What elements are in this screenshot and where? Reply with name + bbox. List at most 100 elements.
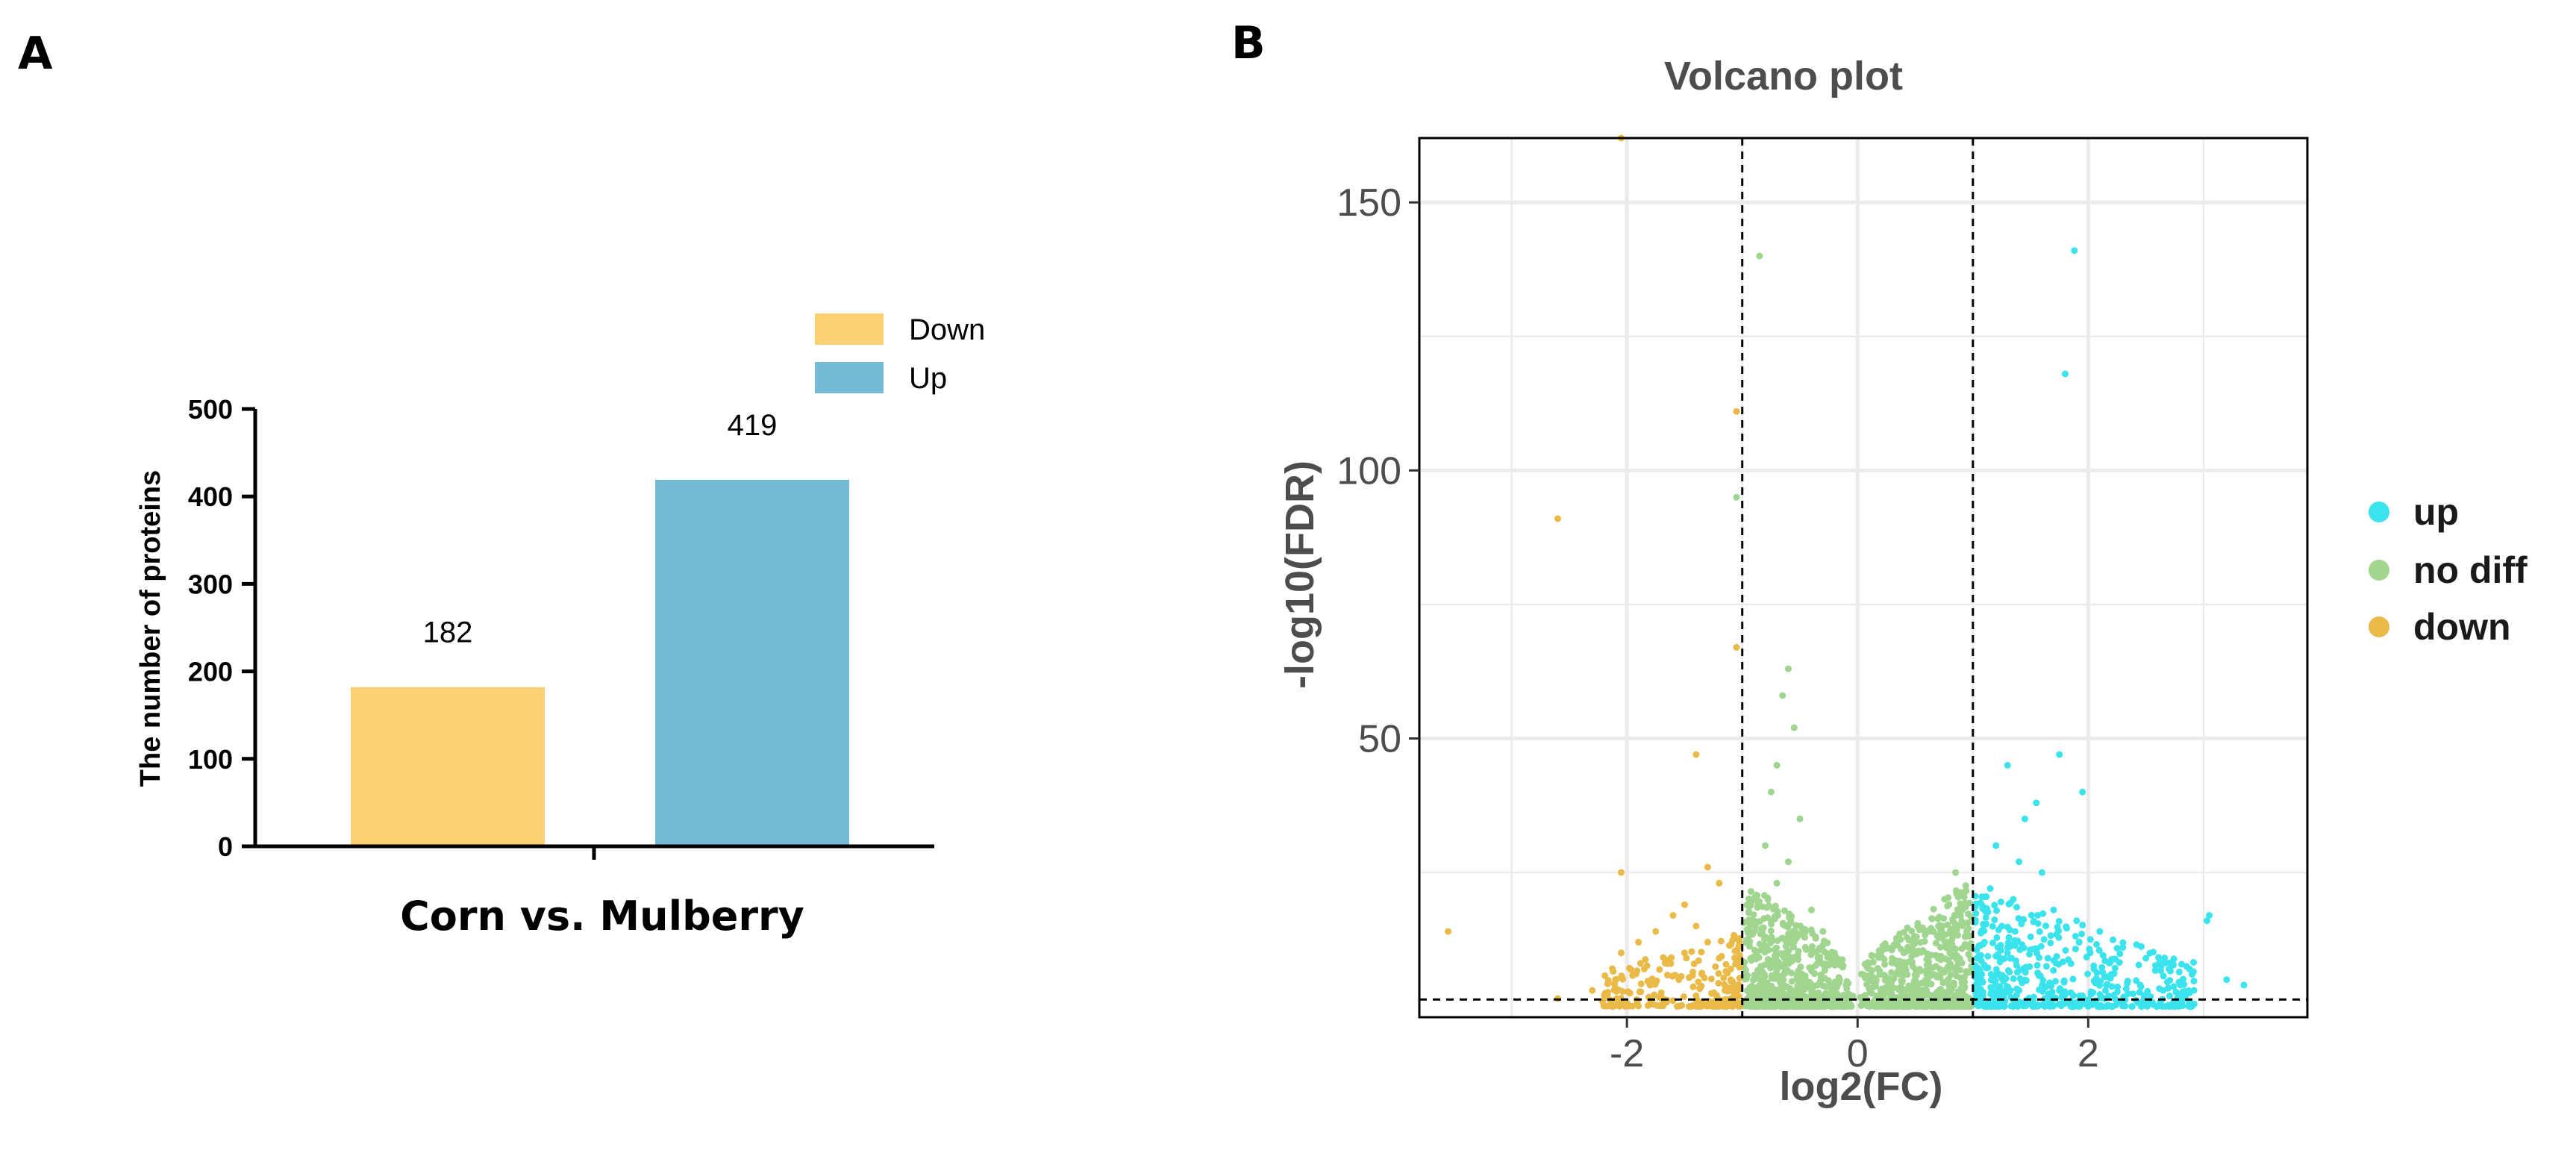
volcano-point-up: [2119, 1002, 2126, 1010]
volcano-point-nodiff: [1898, 979, 1906, 986]
volcano-point-nodiff: [1767, 788, 1775, 796]
volcano-point-nodiff: [1767, 927, 1775, 934]
volcano-point-nodiff: [1819, 928, 1827, 935]
volcano-point-down: [1731, 931, 1738, 939]
volcano-point-up: [1991, 916, 1998, 923]
volcano-point-nodiff: [1866, 999, 1874, 1007]
volcano-point-down: [1554, 515, 1561, 522]
volcano-point-down: [1704, 938, 1711, 946]
volcano-point-nodiff: [1807, 946, 1815, 953]
volcano-point-up: [2072, 933, 2079, 940]
bar-y-tick-label: 100: [188, 744, 233, 775]
bar-chart: 0 100 200 300 400 500 182 419 The number of pr…: [135, 313, 985, 940]
volcano-point-nodiff: [1962, 882, 1969, 890]
panel-a-label: A: [18, 28, 53, 80]
volcano-point-nodiff: [1771, 972, 1778, 980]
volcano-point-nodiff: [1782, 969, 1789, 977]
volcano-point-up: [2119, 944, 2127, 952]
volcano-point-up: [2177, 981, 2184, 989]
volcano-point-up: [1975, 976, 1982, 984]
bar-y-tick-label: 200: [188, 657, 233, 687]
volcano-point-nodiff: [1953, 963, 1960, 970]
volcano-point-up: [2008, 955, 2016, 962]
volcano-point-nodiff: [1881, 940, 1889, 947]
volcano-point-up: [2016, 975, 2024, 982]
volcano-point-nodiff: [1881, 960, 1889, 968]
volcano-point-nodiff: [1923, 971, 1931, 978]
volcano-point-up: [2095, 946, 2103, 954]
bar-down: [351, 687, 545, 846]
volcano-legend-down-label: down: [2413, 606, 2511, 648]
volcano-point-nodiff: [1963, 994, 1971, 1002]
volcano-point-nodiff: [1757, 946, 1765, 953]
volcano-point-up: [2022, 1002, 2029, 1010]
volcano-point-nodiff: [1935, 934, 1942, 941]
volcano-point-up: [2180, 975, 2187, 983]
volcano-point-up: [2078, 931, 2086, 937]
volcano-point-nodiff: [1746, 1003, 1754, 1010]
volcano-point-nodiff: [1798, 977, 1805, 984]
volcano-point-up: [2096, 928, 2104, 935]
volcano-point-nodiff: [1796, 983, 1804, 990]
volcano-point-up: [2190, 959, 2197, 966]
volcano-point-nodiff: [1899, 990, 1907, 998]
volcano-point-nodiff: [1945, 939, 1951, 946]
volcano-point-up: [1977, 899, 1984, 907]
volcano-point-up: [2079, 788, 2086, 796]
volcano-point-up: [2033, 799, 2040, 807]
volcano-point-nodiff: [1822, 960, 1829, 968]
volcano-point-up: [2170, 961, 2177, 969]
volcano-point-down: [1707, 975, 1715, 983]
volcano-point-up: [2010, 896, 2017, 903]
volcano-point-nodiff: [1771, 946, 1778, 953]
volcano-legend-up-label: up: [2413, 491, 2459, 533]
volcano-point-up: [2079, 922, 2086, 928]
volcano-point-up: [2166, 965, 2172, 972]
volcano-x-tick-label: -2: [1610, 1032, 1644, 1075]
volcano-point-down: [1656, 1002, 1663, 1010]
bar-y-tick-label: 0: [218, 831, 233, 862]
volcano-point-up: [2099, 952, 2107, 959]
volcano-point-down: [1688, 948, 1695, 955]
volcano-point-up: [2183, 963, 2190, 970]
volcano-point-nodiff: [1874, 964, 1881, 972]
volcano-point-down: [1736, 952, 1743, 959]
volcano-point-up: [2108, 956, 2115, 963]
volcano-point-down: [1722, 960, 1730, 968]
volcano-point-down: [1622, 999, 1630, 1007]
volcano-point-up: [2160, 972, 2167, 980]
volcano-point-up: [2151, 966, 2159, 974]
volcano-point-nodiff: [1808, 981, 1816, 989]
volcano-point-up: [2189, 1002, 2195, 1010]
volcano-point-nodiff: [1929, 928, 1936, 935]
volcano-point-nodiff: [1892, 1002, 1900, 1010]
volcano-point-up: [2034, 920, 2042, 927]
volcano-point-nodiff: [1834, 981, 1841, 989]
volcano-point-nodiff: [1891, 942, 1898, 949]
volcano-title: Volcano plot: [1664, 54, 1903, 99]
volcano-point-nodiff: [1960, 944, 1967, 951]
volcano-point-nodiff: [1951, 930, 1958, 937]
volcano-point-up: [2031, 946, 2037, 953]
volcano-point-up: [2161, 959, 2169, 966]
volcano-point-nodiff: [1913, 999, 1921, 1006]
volcano-point-up: [2170, 983, 2178, 990]
volcano-point-up: [2022, 969, 2029, 976]
volcano-point-down: [1704, 863, 1711, 871]
volcano-point-nodiff: [1803, 946, 1810, 953]
volcano-point-nodiff: [1787, 919, 1795, 927]
volcano-point-nodiff: [1769, 985, 1777, 993]
volcano-point-up: [2186, 989, 2193, 996]
volcano-point-nodiff: [1917, 967, 1925, 975]
volcano-point-up: [2124, 978, 2131, 984]
volcano-point-down: [1681, 949, 1688, 957]
volcano-point-nodiff: [1935, 952, 1942, 960]
volcano-point-nodiff: [1934, 972, 1942, 980]
volcano-point-nodiff: [1910, 994, 1917, 1002]
volcano-point-nodiff: [1911, 989, 1919, 996]
volcano-point-down: [1675, 1002, 1682, 1010]
volcano-point-up: [2107, 971, 2115, 978]
volcano-point-down: [1640, 965, 1648, 972]
volcano-point-up: [2160, 987, 2167, 994]
volcano-point-down: [1681, 901, 1688, 908]
